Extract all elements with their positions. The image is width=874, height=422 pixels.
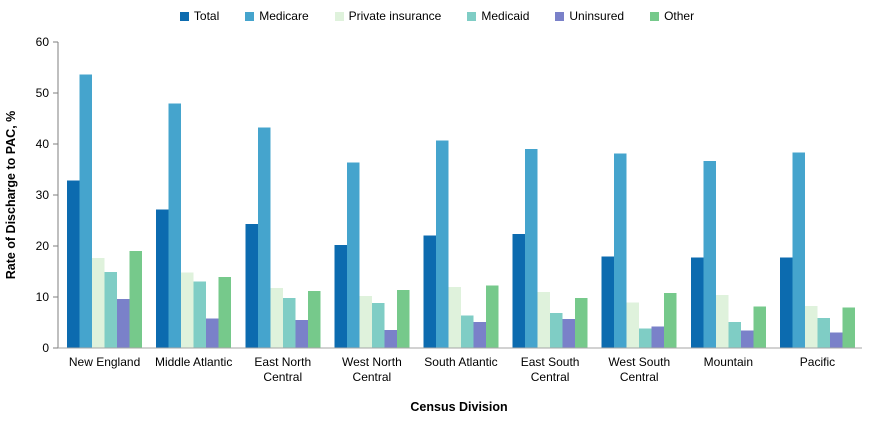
- bar-medicare-pacific: [792, 152, 805, 348]
- y-tick-label: 40: [36, 137, 50, 151]
- bar-medicaid-east-south-central: [550, 312, 563, 348]
- bar-medicaid-south-atlantic: [461, 315, 474, 348]
- bar-medicare-south-atlantic: [436, 140, 449, 348]
- bar-other-mountain: [753, 306, 766, 348]
- x-axis-title: Census Division: [410, 400, 507, 414]
- bar-medicaid-mountain: [728, 321, 741, 348]
- category-labels-layer: New England Middle Atlantic East NorthCent…: [69, 355, 835, 384]
- x-category-label: East South: [521, 355, 580, 369]
- bar-total-pacific: [779, 257, 793, 348]
- x-category-label: West North: [342, 355, 402, 369]
- bar-uninsured-mountain: [740, 330, 754, 348]
- bar-total-west-south-central: [601, 256, 615, 348]
- bar-private-insurance-east-north-central: [270, 287, 283, 348]
- bar-medicare-west-north-central: [346, 162, 360, 348]
- bar-medicaid-pacific: [817, 317, 830, 348]
- bar-medicaid-west-north-central: [371, 303, 385, 348]
- bar-private-insurance-south-atlantic: [448, 286, 461, 348]
- bar-other-west-south-central: [664, 292, 677, 348]
- bar-uninsured-pacific: [829, 332, 843, 348]
- bar-total-east-south-central: [512, 233, 526, 348]
- bar-other-east-south-central: [575, 298, 588, 348]
- x-category-label: East North: [254, 355, 311, 369]
- bar-other-pacific: [842, 307, 855, 348]
- axes-layer: 0 10 20 30 40 50 60: [36, 35, 862, 355]
- y-tick-label: 0: [42, 341, 49, 355]
- bar-uninsured-east-south-central: [562, 318, 576, 348]
- x-category-label: Pacific: [800, 355, 835, 369]
- y-tick-label: 60: [36, 35, 50, 49]
- y-tick-label: 50: [36, 86, 50, 100]
- bar-uninsured-middle-atlantic: [206, 318, 219, 348]
- bar-other-middle-atlantic: [218, 277, 232, 348]
- bar-private-insurance-east-south-central: [537, 291, 551, 348]
- bar-uninsured-east-north-central: [295, 319, 308, 348]
- bar-uninsured-south-atlantic: [473, 321, 486, 348]
- y-tick-label: 30: [36, 188, 50, 202]
- bar-private-insurance-west-north-central: [359, 295, 372, 348]
- bar-uninsured-new-england: [117, 299, 130, 348]
- bar-medicaid-new-england: [104, 272, 118, 348]
- y-tick-label: 10: [36, 290, 50, 304]
- x-category-label: Central: [353, 370, 392, 384]
- bar-total-south-atlantic: [423, 235, 436, 348]
- bar-total-middle-atlantic: [156, 209, 169, 348]
- bar-other-east-north-central: [307, 290, 321, 348]
- bar-medicare-west-south-central: [614, 153, 627, 348]
- x-category-label: West South: [608, 355, 670, 369]
- x-category-label: Middle Atlantic: [155, 355, 232, 369]
- bar-uninsured-west-south-central: [651, 326, 665, 348]
- bar-medicaid-west-south-central: [639, 328, 652, 348]
- bar-medicaid-middle-atlantic: [193, 281, 207, 348]
- bar-total-mountain: [690, 257, 704, 348]
- x-category-label: Central: [263, 370, 302, 384]
- bar-private-insurance-mountain: [715, 294, 729, 348]
- bar-total-west-north-central: [334, 244, 347, 348]
- bar-private-insurance-new-england: [92, 258, 105, 348]
- bar-other-south-atlantic: [486, 285, 499, 348]
- y-axis-title: Rate of Discharge to PAC, %: [4, 111, 18, 280]
- bar-medicare-east-north-central: [257, 127, 271, 349]
- bar-total-east-north-central: [245, 224, 258, 348]
- x-category-label: South Atlantic: [424, 355, 497, 369]
- bar-private-insurance-pacific: [804, 306, 818, 348]
- bar-medicare-middle-atlantic: [168, 103, 182, 349]
- bar-medicaid-east-north-central: [282, 298, 296, 348]
- bar-private-insurance-west-south-central: [626, 302, 640, 348]
- bar-medicare-mountain: [703, 160, 716, 348]
- x-category-label: Central: [531, 370, 570, 384]
- bar-medicare-new-england: [79, 74, 93, 348]
- y-tick-label: 20: [36, 239, 50, 253]
- bar-other-new-england: [129, 251, 143, 348]
- bar-uninsured-west-north-central: [384, 330, 397, 348]
- bar-other-west-north-central: [396, 289, 410, 348]
- x-category-label: Mountain: [704, 355, 753, 369]
- bars-layer: [67, 74, 855, 349]
- bar-medicare-east-south-central: [525, 149, 538, 348]
- x-category-label: Central: [620, 370, 659, 384]
- bar-total-new-england: [67, 180, 80, 348]
- x-category-label: New England: [69, 355, 140, 369]
- bar-private-insurance-middle-atlantic: [181, 272, 194, 348]
